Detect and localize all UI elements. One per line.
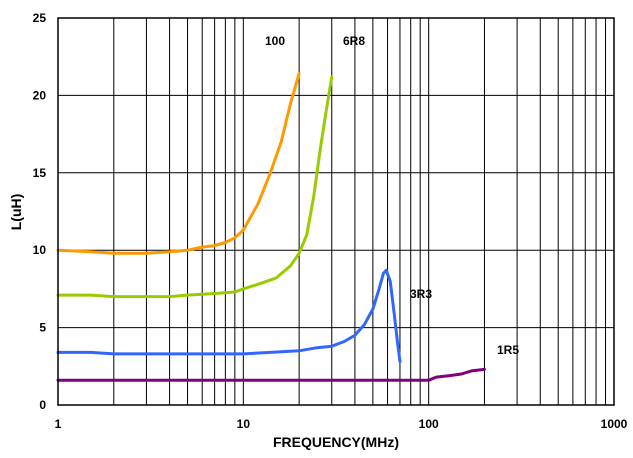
series-label-100: 100: [265, 34, 285, 48]
grid-lines: [58, 18, 614, 405]
series-line-1r5: [56, 367, 486, 382]
series-labels: 100 6R8 3R3 1R5: [265, 34, 519, 357]
x-tick-label: 100: [419, 417, 439, 431]
series-label-6r8: 6R8: [343, 34, 365, 48]
y-tick-label: 25: [33, 11, 47, 25]
x-axis-label: FREQUENCY(MHz): [273, 434, 399, 450]
y-tick-label: 20: [33, 88, 47, 102]
tick-labels: 1 10 100 1000 0 5 10 15 20 25: [33, 11, 628, 431]
y-tick-label: 5: [39, 321, 46, 335]
series-line-6r8: [56, 75, 334, 299]
y-tick-label: 15: [33, 166, 47, 180]
series-label-3r3: 3R3: [410, 287, 432, 301]
series-line-3r3: [56, 268, 402, 364]
series-line-100: [56, 72, 301, 255]
x-tick-label: 1: [55, 417, 62, 431]
series-label-1r5: 1R5: [497, 343, 519, 357]
y-axis-label: L(uH): [8, 194, 24, 231]
y-tick-label: 10: [33, 243, 47, 257]
x-tick-label: 1000: [601, 417, 628, 431]
plot-frame: [57, 17, 615, 406]
series-curves: [56, 72, 486, 382]
y-tick-label: 0: [39, 398, 46, 412]
x-tick-label: 10: [237, 417, 251, 431]
